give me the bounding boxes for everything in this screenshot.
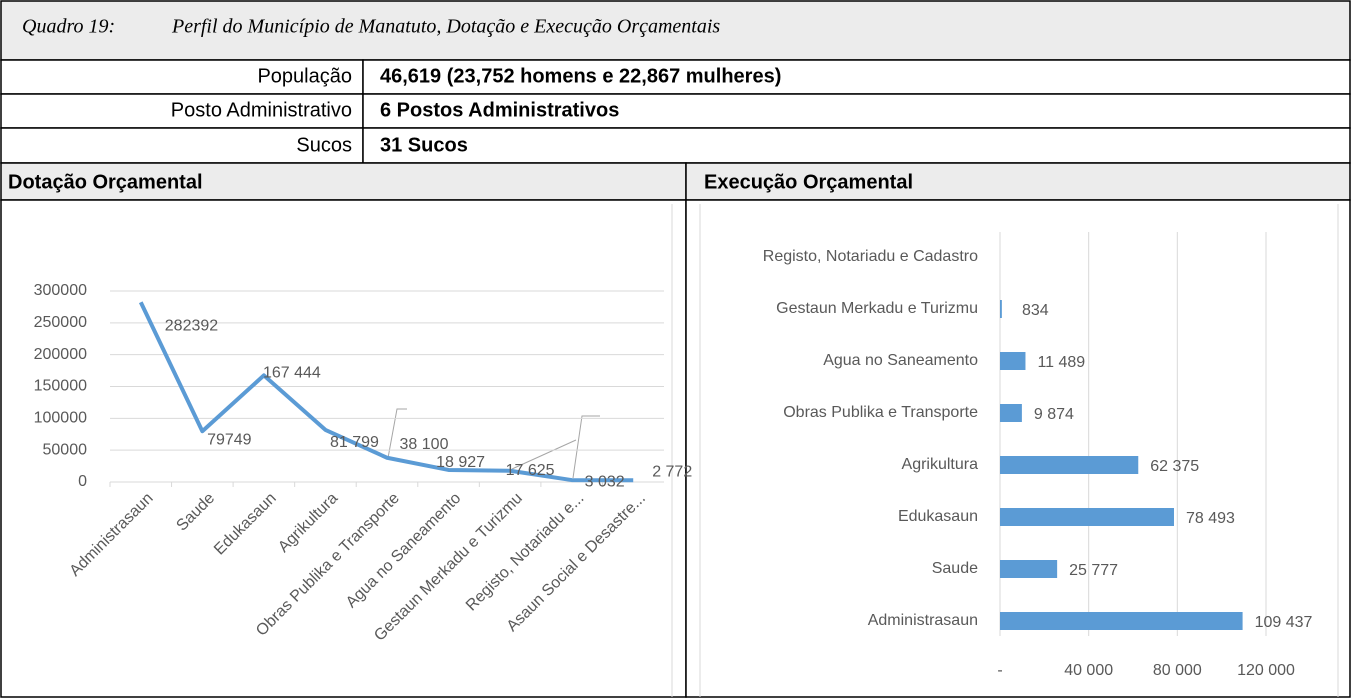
y-tick-label: 200000 [34,346,87,363]
data-label: 25 777 [1069,562,1118,579]
y-tick-label: Agrikultura [902,456,979,473]
x-tick-label: 120 000 [1237,662,1295,679]
y-tick-label: Gestaun Merkadu e Turizmu [776,300,978,317]
data-label: 17 625 [506,462,555,479]
bar [1000,456,1139,474]
title: Perfil do Município de Manatuto, Dotação… [171,16,720,38]
y-tick-label: 250000 [34,314,87,331]
title-cell [0,0,1351,61]
y-tick-label: Agua no Saneamento [823,352,978,369]
row-label: Sucos [296,134,352,156]
data-label: 79749 [207,431,252,448]
section-title: Dotação Orçamental [8,171,203,193]
data-label: 38 100 [400,436,449,453]
leader-line [511,439,577,470]
y-tick-label: Administrasaun [868,612,978,629]
y-tick-label: Obras Publika e Transporte [783,404,978,421]
bar [1000,560,1058,578]
row-value: 6 Postos Administrativos [380,99,619,121]
data-label: 167 444 [263,365,321,382]
data-label: 18 927 [436,454,485,471]
y-tick-label: Edukasaun [898,508,978,525]
x-tick-label: - [997,662,1002,679]
x-tick-label: 40 000 [1064,662,1113,679]
data-label: 3 032 [585,473,625,490]
data-label: 78 493 [1186,510,1235,527]
data-line [138,301,634,483]
bar [1000,508,1174,526]
title-label: Quadro 19: [22,16,115,38]
cell [0,59,364,95]
leader-line [572,415,600,479]
x-tick-label: 80 000 [1153,662,1202,679]
bar [1000,404,1022,422]
y-tick-label: 100000 [34,410,87,427]
row-label: População [257,65,352,87]
bar [1000,612,1243,630]
data-label: 834 [1022,302,1049,319]
chart-cell [0,199,687,698]
cell [0,127,364,164]
y-tick-label: 0 [78,473,87,490]
data-label: 109 437 [1255,614,1313,631]
data-label: 11 489 [1037,354,1085,371]
row-value: 46,619 (23,752 homens e 22,867 mulheres) [380,65,781,87]
y-tick-label: Registo, Notariadu e Cadastro [763,248,978,265]
y-tick-label: 300000 [34,282,87,299]
section-title: Execução Orçamental [704,171,913,193]
y-tick-label: 50000 [43,441,88,458]
y-tick-label: Saude [932,560,978,577]
y-tick-label: 150000 [34,378,87,395]
cell [362,127,1351,164]
data-label: 282392 [165,317,218,334]
row-label: Posto Administrativo [171,99,352,121]
leader-line [387,408,407,459]
data-label: 9 874 [1034,406,1074,423]
bar [1000,352,1026,370]
data-label: 81 799 [330,434,379,451]
bar [1000,300,1002,318]
data-label: 2 772 [652,463,692,480]
section-cell [685,162,1351,201]
data-label: 62 375 [1150,458,1199,475]
row-value: 31 Sucos [380,134,468,156]
